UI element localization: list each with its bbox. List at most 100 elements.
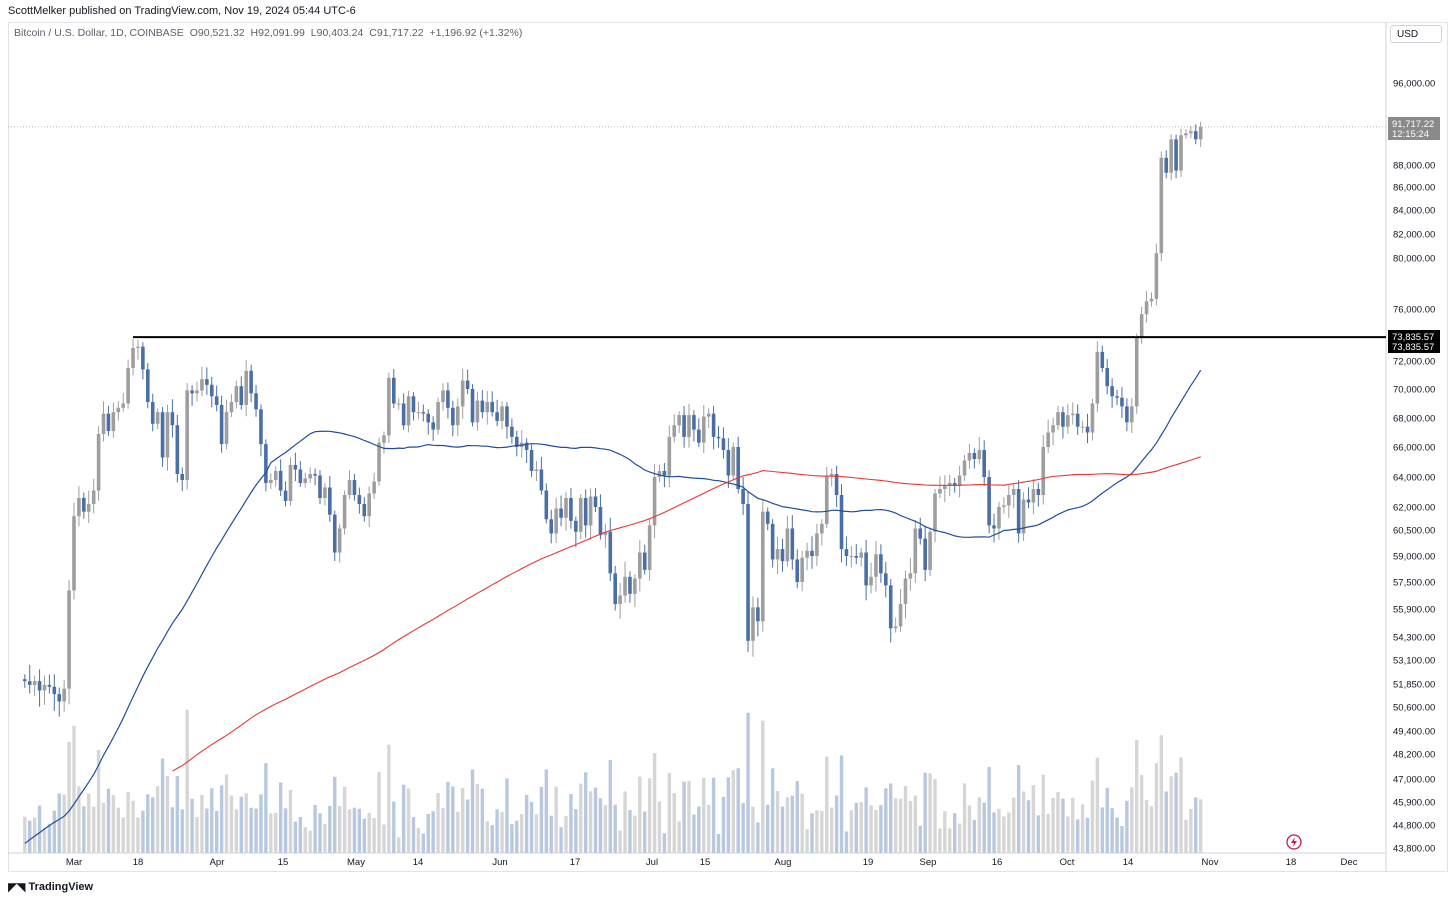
candle-body (1016, 489, 1021, 534)
candle-body (131, 348, 135, 368)
candle-body (116, 407, 121, 413)
candle-body (185, 390, 189, 480)
candle-body (1095, 351, 1100, 404)
candle-body (219, 404, 224, 445)
volume-bar (397, 837, 401, 853)
candle-body (165, 412, 170, 458)
volume-bar (195, 816, 199, 853)
candle-body (898, 603, 903, 627)
candle-body (106, 413, 111, 432)
candle-body (765, 511, 770, 524)
volume-bar (170, 807, 175, 853)
candle-body (52, 686, 57, 695)
volume-bar (165, 775, 170, 853)
volume-bar (505, 778, 509, 853)
volume-bar (52, 810, 57, 853)
volume-bar (96, 749, 101, 853)
currency-button[interactable]: USD (1390, 25, 1442, 43)
volume-bar (943, 811, 947, 853)
volume-bar (490, 825, 494, 853)
volume-bar (1110, 808, 1114, 853)
volume-bar (446, 781, 450, 853)
volume-bar (146, 794, 150, 853)
volume-bar (1002, 816, 1006, 853)
y-tick-label: 70,000.00 (1393, 385, 1435, 396)
symbol-name[interactable]: Bitcoin / U.S. Dollar, 1D, COINBASE (14, 27, 184, 39)
candle-body (647, 525, 652, 570)
candle-body (57, 694, 62, 702)
candle-body (1184, 133, 1188, 136)
volume-bar (628, 810, 632, 853)
volume-bar (205, 808, 209, 853)
volume-bar (667, 772, 672, 853)
candle-body (618, 595, 622, 604)
volume-bar (574, 809, 578, 853)
candle-body (431, 422, 435, 430)
volume-bar (421, 833, 426, 853)
candle-body (411, 396, 416, 413)
candle-body (888, 585, 893, 629)
volume-bar (805, 829, 809, 853)
volume-bar (254, 808, 258, 853)
y-tick-label: 84,000.00 (1393, 206, 1435, 217)
volume-bar (515, 820, 519, 853)
volume-bar (977, 797, 981, 853)
volume-bar (362, 818, 366, 853)
candle-body (470, 389, 475, 423)
close-value: 91,717.22 (376, 27, 424, 39)
y-tick-label: 96,000.00 (1393, 79, 1435, 90)
volume-bar (520, 814, 524, 853)
candle-body (608, 531, 613, 574)
y-tick-label: 59,000.00 (1393, 552, 1435, 563)
volume-bar (731, 770, 735, 853)
candle-body (441, 390, 445, 403)
volume-bar (465, 799, 470, 853)
candle-body (249, 370, 253, 394)
volume-bar (451, 786, 455, 853)
footer-brand-text: TradingView (28, 881, 94, 893)
y-tick-label: 64,000.00 (1393, 473, 1435, 484)
candle-body (62, 688, 66, 702)
candle-body (446, 390, 450, 408)
candle-body (539, 469, 544, 491)
candle-body (82, 498, 86, 512)
y-tick-label: 72,000.00 (1393, 357, 1435, 368)
volume-bar (264, 763, 268, 853)
volume-bar (91, 806, 96, 853)
volume-bar (938, 828, 942, 853)
candle-body (377, 442, 381, 482)
footer-brand[interactable]: ◤◥ TradingView (8, 880, 93, 894)
volume-bar (834, 795, 839, 853)
volume-bar (657, 801, 662, 853)
volume-bar (155, 786, 160, 853)
volume-bar (1016, 765, 1021, 853)
volume-bar (1090, 780, 1095, 853)
candle-body (854, 556, 859, 558)
candle-body (721, 438, 726, 450)
volume-bar (1026, 800, 1031, 853)
candle-body (455, 406, 460, 426)
volume-bar (313, 804, 317, 853)
volume-bar (485, 821, 489, 853)
x-tick-label: Jun (492, 857, 507, 868)
candle-body (1061, 412, 1065, 427)
volume-bar (588, 791, 593, 853)
volume-bar (456, 811, 460, 853)
y-tick-label: 76,000.00 (1393, 305, 1435, 316)
symbol-legend: Bitcoin / U.S. Dollar, 1D, COINBASE O90,… (14, 27, 525, 39)
volume-bar (141, 810, 145, 853)
volume-bar (244, 793, 248, 853)
volume-bar (549, 815, 553, 853)
candle-body (1046, 432, 1050, 447)
candle-body (77, 498, 81, 517)
candle-body (515, 436, 519, 447)
candle-body (500, 406, 504, 421)
candle-body (318, 475, 322, 498)
candle-body (283, 490, 288, 501)
volume-bar (28, 820, 32, 853)
volume-bar (613, 804, 617, 853)
y-tick-label: 62,000.00 (1393, 503, 1435, 514)
candle-body (234, 386, 239, 403)
volume-bar (1179, 757, 1183, 853)
